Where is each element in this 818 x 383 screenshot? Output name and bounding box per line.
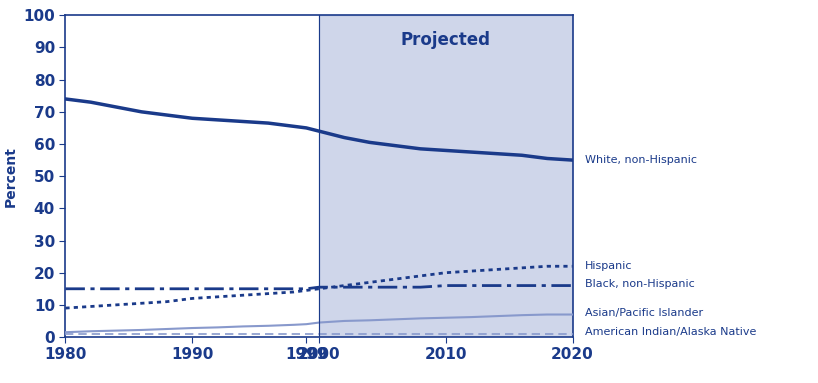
Text: Asian/Pacific Islander: Asian/Pacific Islander [586,308,703,318]
Bar [319,15,573,337]
Text: Black, non-Hispanic: Black, non-Hispanic [586,279,695,289]
Y-axis label: Percent: Percent [4,146,18,206]
Text: White, non-Hispanic: White, non-Hispanic [586,155,697,165]
Text: Hispanic: Hispanic [586,261,633,271]
Text: Projected: Projected [401,31,491,49]
Text: American Indian/Alaska Native: American Indian/Alaska Native [586,327,757,337]
